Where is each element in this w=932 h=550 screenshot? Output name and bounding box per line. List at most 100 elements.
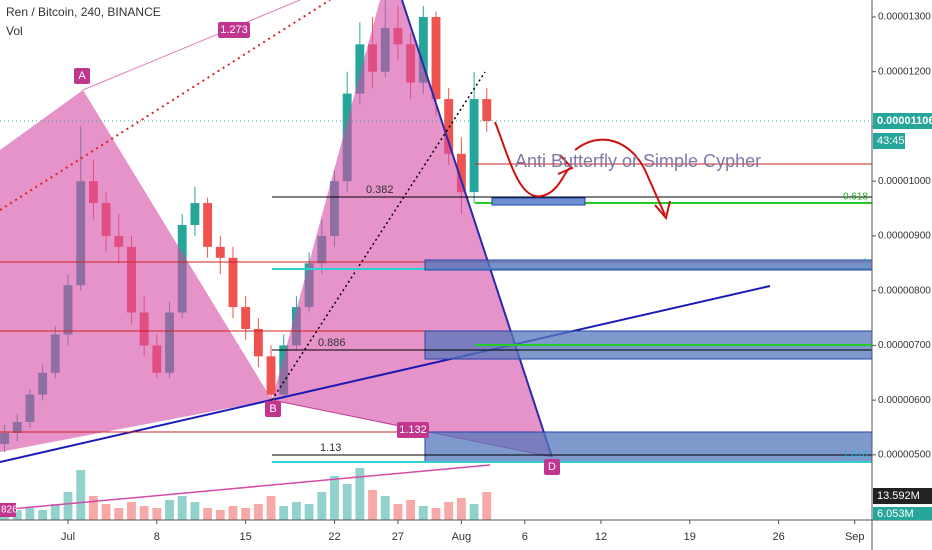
- x-tick-label: Jul: [61, 531, 75, 543]
- y-tick-label: 0.00000600: [878, 395, 931, 406]
- volume-bar: [253, 504, 263, 520]
- axes: 0.00000500 0.00000600 0.00000700 0.00000800…: [61, 12, 931, 543]
- volume-bar: [152, 508, 162, 520]
- chart-title: Ren / Bitcoin, 240, BINANCE: [6, 5, 161, 19]
- ratio-label: 1.132: [399, 424, 427, 436]
- candle-body: [203, 203, 213, 247]
- cd-leg: [401, 0, 553, 458]
- zone: [424, 259, 873, 271]
- point-label-box: [74, 68, 90, 84]
- pink-line: [0, 464, 491, 511]
- volume-bar: [431, 508, 441, 520]
- volume-bar: [165, 500, 174, 520]
- candle-body: [355, 44, 365, 94]
- volume-bar: [203, 508, 213, 520]
- dotted-line: [0, 0, 331, 211]
- volume-bar: [266, 496, 276, 520]
- volume-bar: [241, 508, 251, 520]
- x-tick-label: 19: [684, 531, 696, 543]
- point-label-box: [544, 459, 560, 475]
- x-tick-label: 26: [772, 531, 784, 543]
- volume-tag-box: [873, 507, 932, 520]
- volume-left-tag: 826: [1, 505, 18, 516]
- volume-bar: [127, 502, 136, 520]
- time-axis: [0, 520, 932, 550]
- x-tick-label: 15: [240, 531, 252, 543]
- volume-bar: [228, 506, 238, 520]
- ratio-box: [218, 22, 250, 38]
- volume-bar: [368, 490, 377, 520]
- volume-bar: [101, 504, 111, 520]
- y-tick-label: 0.00001300: [878, 12, 931, 23]
- pattern-bcd: [272, 0, 552, 457]
- countdown: 43:45: [877, 135, 905, 147]
- volume-bar: [50, 504, 60, 520]
- volume-bar: [12, 510, 22, 520]
- volume-tag: 6.053M: [877, 508, 914, 520]
- volume-bar: [279, 506, 289, 520]
- ratio-box: [397, 422, 429, 438]
- volume-bar: [25, 508, 35, 520]
- tag-box: [0, 503, 16, 517]
- price-tag-box: [873, 113, 932, 129]
- volume-bar: [355, 468, 365, 520]
- arrow: [494, 121, 571, 198]
- x-tick-label: 8: [154, 531, 160, 543]
- volume-bar: [291, 502, 301, 520]
- countdown-box: [873, 133, 905, 149]
- candle-body: [241, 307, 251, 329]
- x-tick-label: Aug: [452, 531, 472, 543]
- volume-bar: [304, 504, 314, 520]
- volume-bar: [38, 510, 48, 520]
- y-tick-label: 0.00000800: [878, 285, 931, 296]
- volume-bar: [406, 500, 416, 520]
- x-tick-label: 22: [328, 531, 340, 543]
- y-tick-label: 0.00000500: [878, 450, 931, 461]
- volume-bar: [76, 470, 86, 520]
- x-tick-label: Sep: [845, 531, 865, 543]
- volume-bar: [444, 502, 454, 520]
- ratio-label: 1.273: [220, 24, 248, 36]
- level-label: 1.618: [843, 450, 868, 461]
- volume-bar: [418, 506, 428, 520]
- volume-bar: [88, 496, 98, 520]
- volume-tag-box: [873, 488, 932, 504]
- volume-bar: [139, 506, 149, 520]
- volume-bar: [456, 498, 466, 520]
- pattern-xab: [0, 90, 272, 452]
- candle-body: [469, 99, 479, 193]
- y-tick-label: 0.00001000: [878, 176, 931, 187]
- volume-bar: [330, 476, 339, 520]
- volume-bar: [380, 496, 390, 520]
- zone: [491, 197, 586, 206]
- volume-bar: [393, 504, 403, 520]
- price-tag: 0.00001106: [877, 115, 932, 127]
- volume-tag: 13.592M: [877, 490, 920, 502]
- candle-body: [266, 356, 276, 395]
- x-tick-label: 27: [392, 531, 404, 543]
- candle-body: [444, 99, 454, 154]
- candle-body: [253, 328, 263, 357]
- level-label: 0.618: [843, 192, 868, 203]
- arrow: [574, 138, 666, 216]
- volume-bar: [469, 504, 479, 520]
- level-label: 1: [862, 258, 868, 269]
- volume-bar: [215, 510, 225, 520]
- trend-line: [0, 285, 771, 463]
- point-label-box: [265, 401, 281, 417]
- level-label: 0.886: [318, 337, 346, 349]
- y-tick-label: 0.00000900: [878, 231, 931, 242]
- level-label: 1.13: [320, 442, 341, 454]
- candle-body: [228, 257, 238, 308]
- pink-line: [82, 0, 301, 91]
- x-tick-label: 6: [522, 531, 528, 543]
- volume-bar: [177, 496, 187, 520]
- arrow-head: [654, 200, 671, 221]
- point-label: A: [78, 70, 86, 82]
- drawings: Anti Butterfly or Simple Cypher A B D 1.…: [0, 0, 873, 511]
- volume-bar: [114, 508, 124, 520]
- y-tick-label: 0.00000700: [878, 340, 931, 351]
- volume-bar: [342, 484, 352, 520]
- candle-body: [456, 153, 466, 193]
